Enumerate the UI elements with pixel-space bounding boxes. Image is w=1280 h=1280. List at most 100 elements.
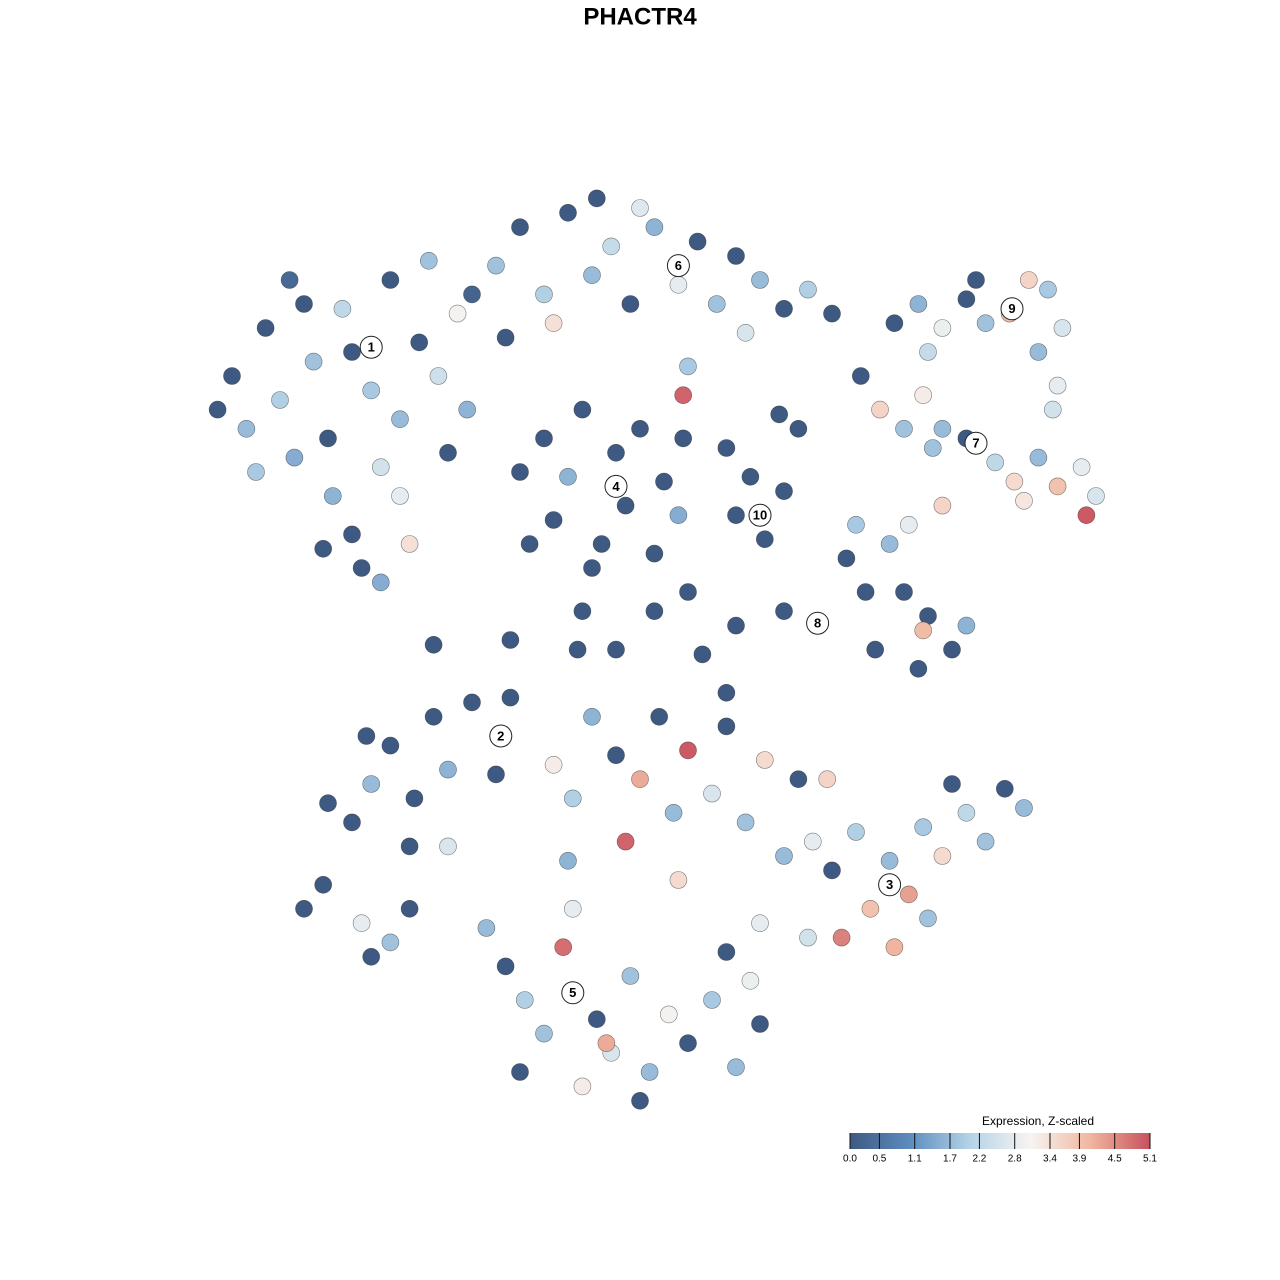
point (371, 458, 390, 477)
cluster-marker (748, 503, 772, 527)
point (664, 803, 683, 822)
cluster-label: 7 (972, 436, 979, 451)
point (717, 717, 736, 736)
point (323, 487, 342, 505)
point (607, 640, 625, 659)
point (602, 237, 621, 256)
point (280, 271, 299, 289)
point (319, 429, 337, 448)
point (847, 823, 865, 841)
point (573, 400, 592, 419)
point (568, 640, 587, 659)
point (439, 837, 457, 856)
point (871, 400, 889, 419)
point (693, 645, 712, 664)
point (621, 967, 640, 985)
point (1015, 799, 1033, 817)
point (352, 559, 371, 577)
point (919, 343, 937, 361)
point (607, 443, 625, 462)
point (770, 405, 789, 424)
point (669, 506, 688, 525)
point (583, 266, 601, 285)
point (362, 947, 381, 966)
point (755, 530, 774, 549)
point (400, 535, 419, 553)
point (487, 256, 505, 275)
point (679, 583, 697, 601)
cluster-label: 5 (569, 985, 576, 1000)
point (559, 204, 577, 222)
point (1020, 271, 1038, 289)
point (563, 789, 582, 808)
point (799, 928, 817, 947)
point (400, 899, 419, 918)
colorbar-tick-label: 0.0 (843, 1154, 857, 1165)
cluster-marker (489, 724, 513, 748)
point (535, 1024, 553, 1043)
point (405, 789, 424, 808)
point (631, 419, 649, 438)
point (1072, 458, 1091, 477)
point (333, 299, 352, 318)
point (789, 419, 808, 438)
point (256, 319, 275, 337)
point (775, 847, 793, 865)
point (943, 640, 961, 659)
point (573, 602, 592, 621)
point (1029, 343, 1048, 361)
point (736, 323, 755, 342)
point (866, 640, 885, 659)
colorbar-tick-label: 2.8 (1008, 1154, 1022, 1165)
point (923, 439, 942, 457)
point (957, 616, 976, 635)
point (439, 443, 457, 462)
point (535, 285, 553, 304)
point (1039, 280, 1057, 299)
point (544, 314, 563, 333)
point (1048, 477, 1067, 496)
point (679, 741, 697, 760)
point (736, 813, 755, 832)
point (933, 496, 952, 515)
point (1053, 319, 1072, 337)
point (587, 1010, 606, 1029)
point (357, 727, 376, 745)
colorbar-tick-label: 1.7 (943, 1154, 957, 1165)
point (957, 803, 976, 822)
point (751, 271, 769, 289)
point (592, 535, 611, 553)
point (1005, 472, 1024, 491)
cluster-marker (878, 873, 902, 897)
point (583, 707, 601, 726)
point (458, 400, 477, 419)
point (597, 1034, 616, 1052)
cluster-label: 1 (368, 340, 375, 355)
point (933, 419, 952, 438)
point (914, 621, 933, 640)
point (223, 367, 241, 385)
colorbar-title: Expression, Z-scaled (982, 1114, 1094, 1128)
point (909, 295, 928, 313)
cluster-label: 6 (675, 258, 682, 273)
point (271, 391, 289, 409)
point (885, 938, 904, 957)
cluster-marker (806, 611, 830, 635)
point (352, 914, 371, 933)
point (424, 707, 443, 726)
point (535, 429, 553, 448)
point (976, 314, 995, 333)
point (688, 232, 707, 251)
point (319, 794, 337, 813)
colorbar-tick-label: 4.5 (1108, 1154, 1122, 1165)
point (775, 482, 793, 501)
point (554, 938, 573, 957)
cluster-label: 10 (753, 508, 767, 523)
point (496, 957, 515, 976)
point (295, 295, 313, 313)
point (703, 784, 721, 803)
point (631, 199, 649, 217)
point (463, 693, 481, 712)
points (208, 189, 1105, 1110)
